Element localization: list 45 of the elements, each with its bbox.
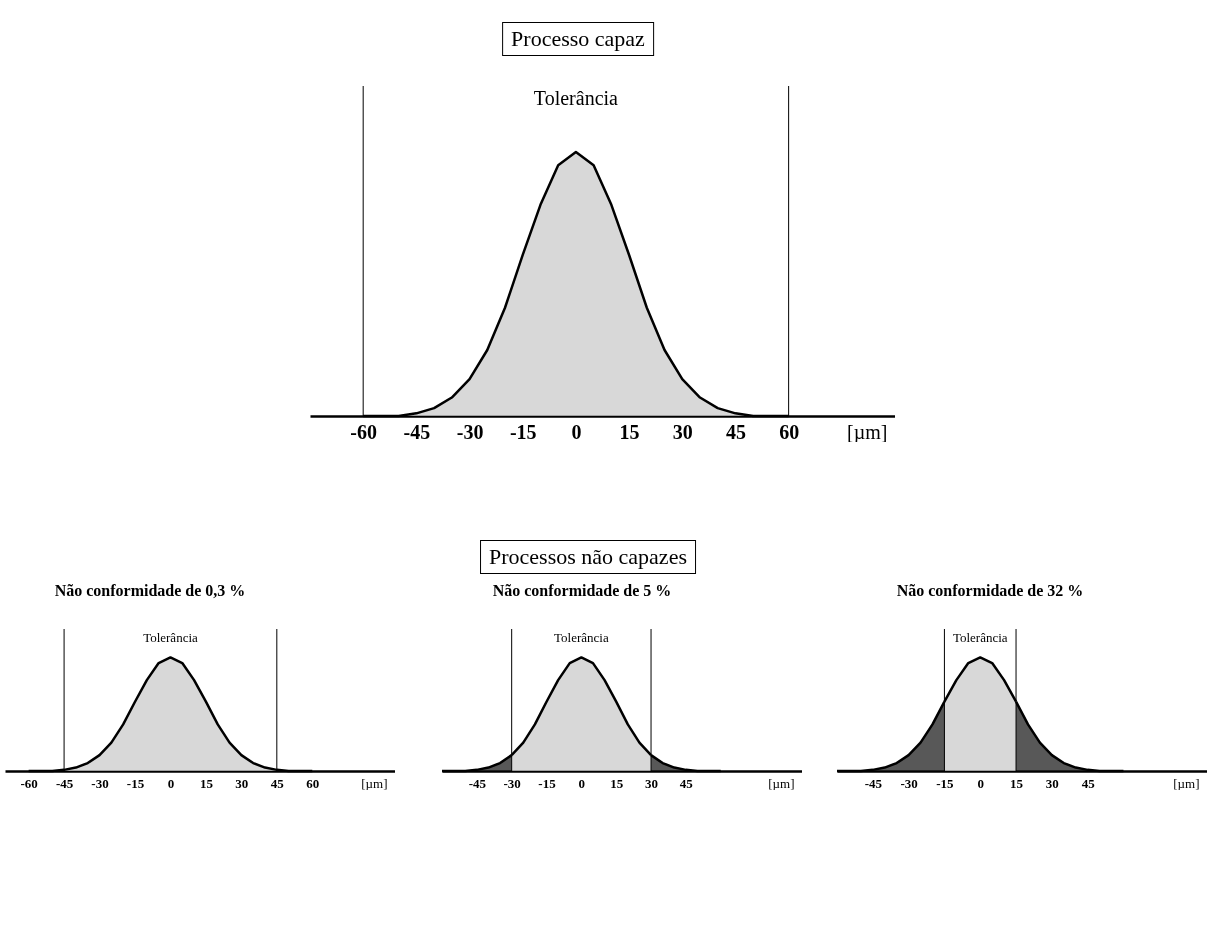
x-tick-label: 30 — [672, 420, 693, 443]
ref-line-label: Tolerância — [554, 630, 609, 645]
x-tick-label: 60 — [306, 775, 320, 791]
chart-title: Não conformidade de 5 % — [492, 582, 672, 600]
x-tick-label: -15 — [936, 775, 955, 791]
x-tick-label: 30 — [1045, 775, 1059, 791]
chart-title: Não conformidade de 0,3 % — [54, 582, 246, 600]
x-tick-label: 0 — [977, 775, 984, 791]
x-tick-label: 0 — [578, 775, 586, 791]
chart-title: Processo capaz — [502, 22, 654, 56]
x-tick-label: 15 — [199, 775, 214, 791]
x-tick-label: -15 — [126, 775, 145, 791]
x-axis-title: [µm] — [361, 775, 388, 791]
x-tick-label: 45 — [270, 775, 285, 791]
x-tick-label: -30 — [503, 775, 521, 791]
x-tick-label: 45 — [725, 420, 746, 443]
x-tick-label: 0 — [167, 775, 175, 791]
x-tick-label: -60 — [20, 775, 38, 791]
x-tick-label: -15 — [538, 775, 557, 791]
x-tick-label: 45 — [679, 775, 694, 791]
x-tick-label: 0 — [571, 420, 582, 443]
x-tick-label: -45 — [55, 775, 74, 791]
x-axis-title: [µm] — [768, 775, 795, 791]
x-tick-label: -60 — [350, 420, 378, 443]
x-tick-label: -30 — [91, 775, 109, 791]
x-tick-label: 60 — [779, 420, 800, 443]
ref-line-label: Tolerância — [952, 630, 1008, 645]
x-tick-label: 30 — [645, 775, 659, 791]
x-tick-label: 30 — [235, 775, 249, 791]
ref-line-label: Tolerância — [143, 630, 199, 645]
x-tick-label: -30 — [900, 775, 918, 791]
x-tick-label: 15 — [619, 420, 640, 443]
x-tick-label: -45 — [864, 775, 883, 791]
x-tick-label: -45 — [403, 420, 431, 443]
x-tick-label: -30 — [456, 420, 484, 443]
text: Processos não capazes — [480, 540, 696, 574]
x-tick-label: -15 — [509, 420, 537, 443]
ref-line-label: Tolerância — [533, 87, 619, 109]
x-tick-label: 15 — [610, 775, 624, 791]
x-tick-label: -45 — [468, 775, 487, 791]
chart-title: Não conformidade de 32 % — [896, 582, 1084, 600]
x-tick-label: 45 — [1081, 775, 1096, 791]
x-axis-title: [µm] — [1173, 775, 1200, 791]
x-axis-title: [µm] — [847, 420, 888, 444]
x-tick-label: 15 — [1010, 775, 1024, 791]
